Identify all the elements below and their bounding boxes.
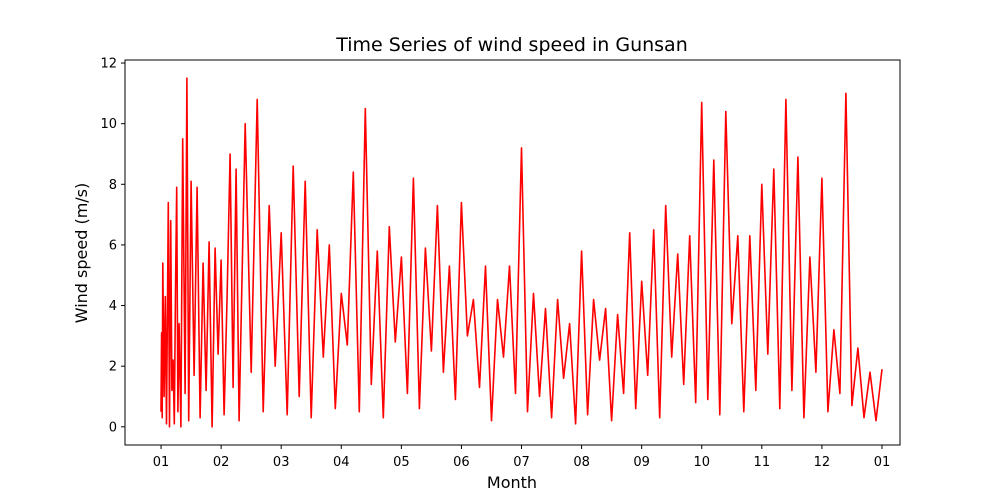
x-tick-label: 11 <box>754 455 771 470</box>
x-tick-label: 02 <box>213 455 230 470</box>
y-tick-label: 6 <box>109 238 117 253</box>
x-tick-label: 01 <box>153 455 170 470</box>
x-tick-label: 09 <box>633 455 650 470</box>
x-axis-ticks: 01 02 03 04 05 06 07 08 09 10 11 12 01 <box>153 445 890 470</box>
x-tick-label: 10 <box>693 455 710 470</box>
y-tick-label: 0 <box>109 420 117 435</box>
plot-frame <box>124 59 901 446</box>
x-tick-label: 01 <box>874 455 891 470</box>
y-axis-label: Wind speed (m/s) <box>72 183 91 324</box>
x-tick-label: 05 <box>393 455 410 470</box>
x-tick-label: 08 <box>573 455 590 470</box>
y-axis-ticks: 0 2 4 6 8 10 12 <box>100 57 125 435</box>
y-tick-label: 12 <box>100 57 117 72</box>
y-tick-label: 4 <box>109 299 117 314</box>
x-tick-label: 03 <box>273 455 290 470</box>
y-tick-label: 8 <box>109 178 117 193</box>
chart-title: Time Series of wind speed in Gunsan <box>335 34 688 56</box>
data-layer <box>160 77 883 428</box>
y-tick-label: 2 <box>109 360 117 375</box>
x-tick-label: 07 <box>513 455 530 470</box>
y-tick-label: 10 <box>100 117 117 132</box>
x-tick-label: 06 <box>453 455 470 470</box>
x-axis-label: Month <box>487 473 537 492</box>
series-line-0 <box>160 77 883 428</box>
x-tick-label: 04 <box>333 455 350 470</box>
x-tick-label: 12 <box>814 455 831 470</box>
